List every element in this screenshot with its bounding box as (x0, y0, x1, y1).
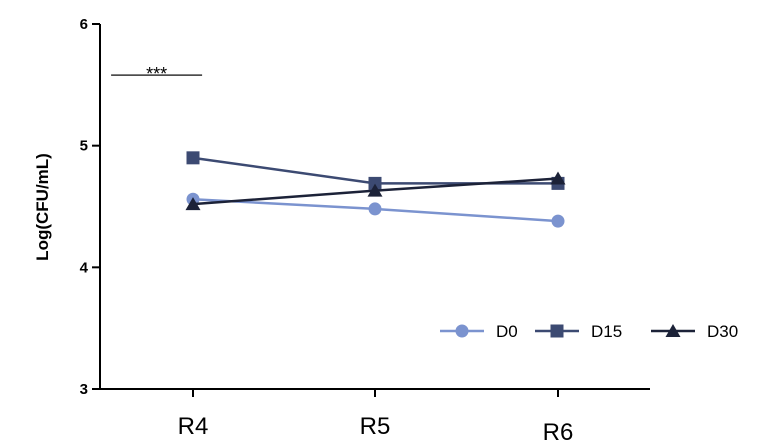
y-ticks: 3 4 5 6 (80, 16, 100, 398)
legend-label: D15 (591, 322, 622, 341)
data-point (550, 171, 566, 185)
data-point (185, 197, 201, 211)
x-tick-label: R5 (360, 413, 391, 440)
x-ticks: R4 R5 R6 (178, 389, 574, 444)
legend: D0 D15 D30 (440, 322, 738, 341)
series-group (185, 151, 566, 228)
x-tick-label: R6 (543, 419, 574, 444)
data-point (186, 151, 200, 165)
significance-annotations: *** (111, 64, 203, 84)
legend-marker (455, 324, 469, 338)
x-tick-label: R4 (178, 413, 209, 440)
data-point (368, 202, 382, 216)
series-d0 (186, 192, 565, 228)
legend-item-d0: D0 (440, 322, 518, 341)
y-tick-label: 5 (80, 138, 88, 155)
significance-label: *** (146, 64, 167, 84)
series-d30 (185, 171, 566, 211)
legend-item-d15: D15 (535, 322, 622, 341)
legend-marker (550, 324, 564, 338)
series-d15 (186, 151, 565, 190)
data-point (367, 183, 383, 197)
data-point (368, 176, 382, 190)
y-tick-label: 3 (80, 381, 88, 398)
legend-label: D30 (707, 322, 738, 341)
data-point (551, 214, 565, 228)
y-tick-label: 4 (80, 259, 89, 276)
y-tick-label: 6 (80, 16, 88, 33)
y-axis-title: Log(CFU/mL) (33, 153, 52, 261)
legend-marker (665, 324, 681, 337)
legend-label: D0 (496, 322, 518, 341)
legend-item-d30: D30 (651, 322, 738, 341)
